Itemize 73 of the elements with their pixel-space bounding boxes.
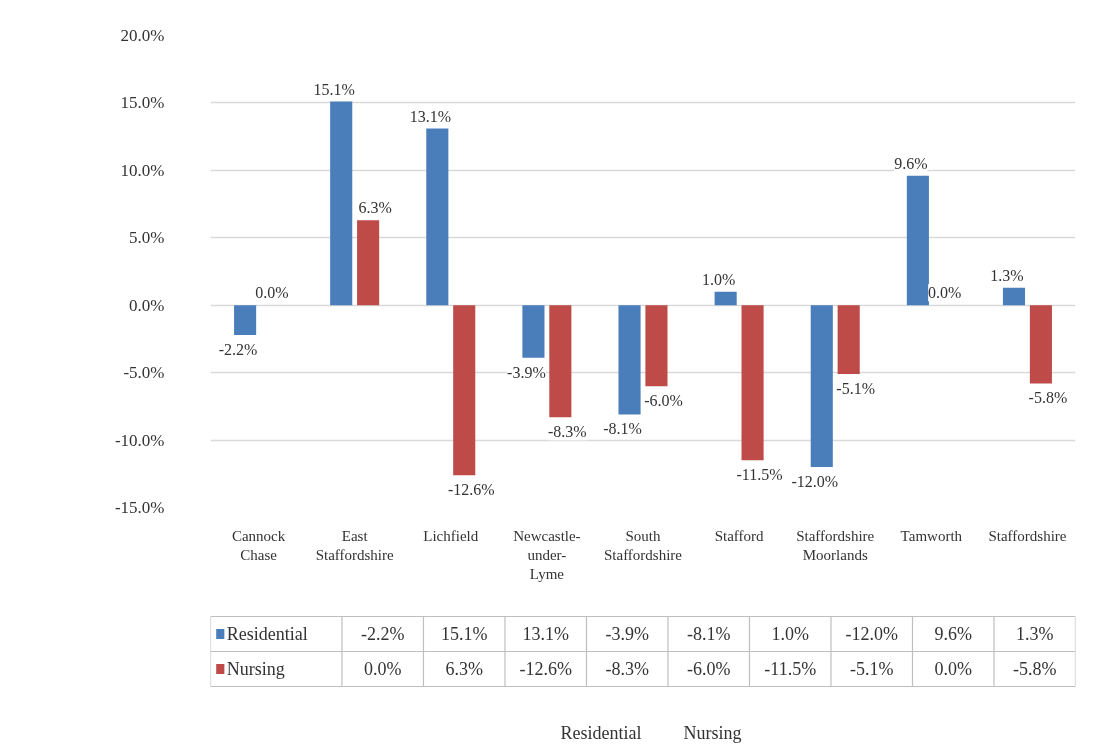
y-tick-label: 15.0% xyxy=(120,93,165,113)
data-label: -5.1% xyxy=(836,379,876,397)
bar xyxy=(645,305,668,387)
bar xyxy=(810,305,833,468)
text: 15.1% xyxy=(440,624,488,644)
data-label: -8.3% xyxy=(548,423,587,441)
data-label: 1.3% xyxy=(990,266,1024,284)
x-tick-label: Staffordshire Moorlands xyxy=(796,527,875,563)
bar xyxy=(234,305,257,335)
text: -8.1% xyxy=(686,624,731,644)
x-tick-label: South Staffordshire xyxy=(603,527,683,563)
y-tick-label: 5.0% xyxy=(129,228,165,248)
data-label: 1.0% xyxy=(701,270,736,288)
bar xyxy=(741,305,764,461)
bar xyxy=(714,291,737,306)
x-tick-label: East Staffordshire xyxy=(315,527,395,563)
text: 9.6% xyxy=(934,624,972,644)
bar xyxy=(906,175,929,306)
bar xyxy=(549,305,572,418)
legend-label: Nursing xyxy=(226,659,285,679)
data-label: -12.6% xyxy=(447,481,495,499)
bar xyxy=(618,305,641,415)
text: 0.0% xyxy=(934,659,972,679)
y-tick-label: 10.0% xyxy=(120,160,165,180)
text: Nursing xyxy=(683,723,742,743)
data-label: -5.8% xyxy=(1028,389,1068,407)
x-tick-label: Staffordshire xyxy=(988,527,1067,544)
data-label: 13.1% xyxy=(409,107,451,125)
y-tick-label: 20.0% xyxy=(120,26,165,45)
bar xyxy=(522,305,545,358)
y-tick-label: -15.0% xyxy=(114,498,165,517)
data-label: 15.1% xyxy=(313,80,355,98)
bar xyxy=(837,305,860,374)
text: 6.3% xyxy=(445,659,483,679)
x-tick-label: Newcastle-under-Lyme xyxy=(513,527,581,582)
bar xyxy=(1002,287,1026,306)
data-label: -8.1% xyxy=(603,420,642,438)
text: -11.5% xyxy=(764,659,817,679)
x-tick-label: Lichfield xyxy=(423,527,479,544)
x-tick-label: Tamworth xyxy=(900,527,963,544)
data-label: -11.5% xyxy=(736,466,783,484)
text: 0.0% xyxy=(363,659,402,679)
x-tick-label: Stafford xyxy=(714,527,765,544)
text: -12.6% xyxy=(519,659,572,679)
x-tick-label: Cannock Chase xyxy=(231,527,286,563)
text: -8.3% xyxy=(605,659,649,679)
data-label: 9.6% xyxy=(894,154,928,172)
text: -3.9% xyxy=(605,624,649,644)
text: 1.0% xyxy=(771,624,809,644)
data-label: 6.3% xyxy=(358,199,392,217)
text: Residential xyxy=(560,723,642,743)
data-label: -2.2% xyxy=(218,340,258,358)
y-tick-label: -10.0% xyxy=(114,430,165,450)
text: -6.0% xyxy=(686,659,731,679)
data-label: 0.0% xyxy=(255,284,289,302)
bar xyxy=(453,305,476,476)
text: 13.1% xyxy=(522,624,569,644)
data-label: -3.9% xyxy=(507,363,546,381)
bar xyxy=(426,128,449,306)
text: -5.1% xyxy=(849,659,894,679)
bar xyxy=(330,101,353,306)
bar xyxy=(357,220,380,306)
data-label: -6.0% xyxy=(644,392,683,410)
text: 1.3% xyxy=(1016,624,1054,644)
text: -5.8% xyxy=(1013,659,1057,679)
data-label: -12.0% xyxy=(791,473,839,491)
y-tick-label: -5.0% xyxy=(123,363,165,383)
data-label: 0.0% xyxy=(928,284,962,302)
text: -2.2% xyxy=(360,624,405,644)
bar xyxy=(1029,305,1052,384)
legend-label: Residential xyxy=(226,624,308,644)
text: -12.0% xyxy=(845,624,898,644)
y-tick-label: 0.0% xyxy=(129,295,165,315)
